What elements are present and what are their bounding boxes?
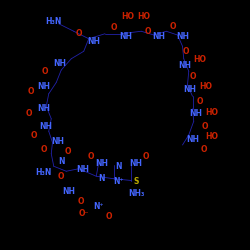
Text: O: O [76,29,82,38]
Text: O: O [40,146,47,154]
Text: N: N [58,157,64,166]
Text: NH: NH [130,159,143,168]
Text: N: N [116,162,122,171]
Text: NH: NH [76,166,89,174]
Text: O: O [202,122,208,131]
Text: NH: NH [40,122,53,131]
Text: HO: HO [121,12,134,21]
Text: N: N [98,174,104,183]
Text: O: O [144,27,151,36]
Text: NH: NH [95,159,108,168]
Text: NH: NH [190,109,203,118]
Text: NH: NH [37,104,50,113]
Text: O: O [169,22,176,31]
Text: HO: HO [205,132,218,141]
Text: NH: NH [54,59,66,68]
Text: O: O [26,109,32,118]
Text: O: O [88,152,94,161]
Text: H₃N: H₃N [46,17,62,26]
Text: NH: NH [152,32,165,41]
Text: S: S [134,177,139,186]
Text: O: O [110,23,117,32]
Text: NH: NH [176,32,189,41]
Text: O: O [30,130,37,140]
Text: O: O [189,72,196,81]
Text: NH: NH [62,187,75,196]
Text: HO: HO [137,12,150,21]
Text: N⁺: N⁺ [94,202,104,211]
Text: HO: HO [205,108,218,117]
Text: NH: NH [178,60,192,70]
Text: O: O [197,97,203,106]
Text: O: O [183,47,190,56]
Text: O: O [106,212,112,221]
Text: O: O [143,152,150,161]
Text: O: O [58,172,64,181]
Text: O: O [200,146,207,154]
Text: NH: NH [51,137,64,146]
Text: NH: NH [37,82,50,91]
Text: O: O [78,197,84,206]
Text: O: O [28,87,34,96]
Text: NH: NH [87,37,100,46]
Text: N⁺: N⁺ [114,177,124,186]
Text: O⁻: O⁻ [78,209,89,218]
Text: NH: NH [184,86,196,94]
Text: H₃N: H₃N [36,168,52,177]
Text: NH: NH [186,136,199,144]
Text: HO: HO [194,56,206,64]
Text: NH: NH [120,32,133,41]
Text: O: O [42,67,48,76]
Text: HO: HO [200,82,213,91]
Text: O: O [64,147,71,156]
Text: NH₃: NH₃ [128,189,144,198]
